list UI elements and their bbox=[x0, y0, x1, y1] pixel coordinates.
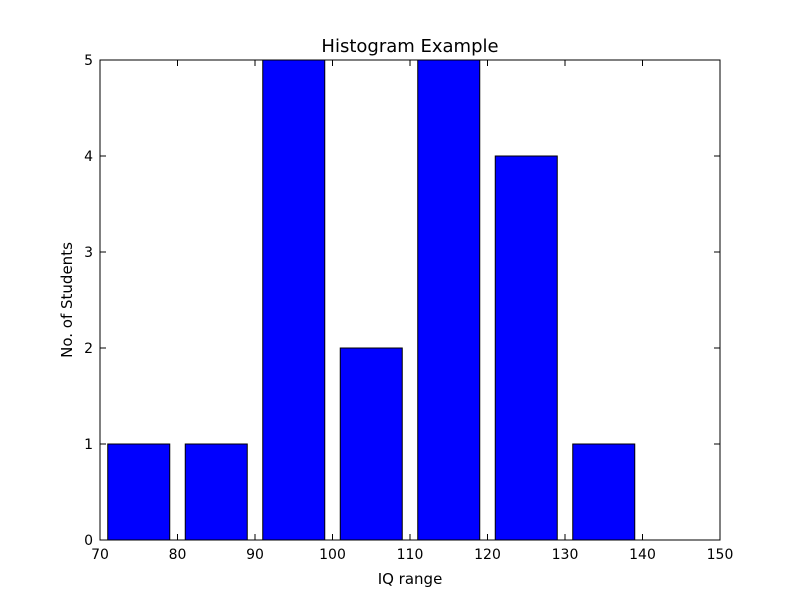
x-tick-label: 120 bbox=[474, 547, 501, 563]
y-tick-label: 2 bbox=[84, 341, 93, 357]
x-tick-label: 80 bbox=[169, 547, 187, 563]
y-axis-label: No. of Students bbox=[58, 242, 76, 358]
x-tick-label: 140 bbox=[629, 547, 656, 563]
bar bbox=[107, 443, 171, 541]
bar bbox=[184, 443, 248, 541]
y-tick-label: 3 bbox=[84, 245, 93, 261]
bar bbox=[339, 347, 403, 541]
bar bbox=[417, 59, 481, 541]
bar bbox=[494, 155, 558, 541]
y-tick-label: 1 bbox=[84, 437, 93, 453]
y-tick-label: 5 bbox=[84, 53, 93, 69]
x-tick-label: 100 bbox=[319, 547, 346, 563]
x-tick-label: 70 bbox=[91, 547, 109, 563]
x-tick-label: 150 bbox=[707, 547, 734, 563]
bar-group bbox=[107, 59, 636, 541]
x-tick-label: 110 bbox=[397, 547, 424, 563]
x-tick-label: 130 bbox=[552, 547, 579, 563]
x-axis-label: IQ range bbox=[378, 570, 443, 588]
bar bbox=[572, 443, 636, 541]
y-axis-ticks: 0 1 2 3 4 5 bbox=[84, 53, 720, 549]
bar bbox=[262, 59, 326, 541]
x-tick-label: 90 bbox=[246, 547, 264, 563]
chart-title: Histogram Example bbox=[321, 36, 498, 57]
y-tick-label: 0 bbox=[84, 533, 93, 549]
x-axis-ticks: 70 80 90 100 110 120 130 140 150 bbox=[91, 60, 733, 563]
y-tick-label: 4 bbox=[84, 149, 93, 165]
